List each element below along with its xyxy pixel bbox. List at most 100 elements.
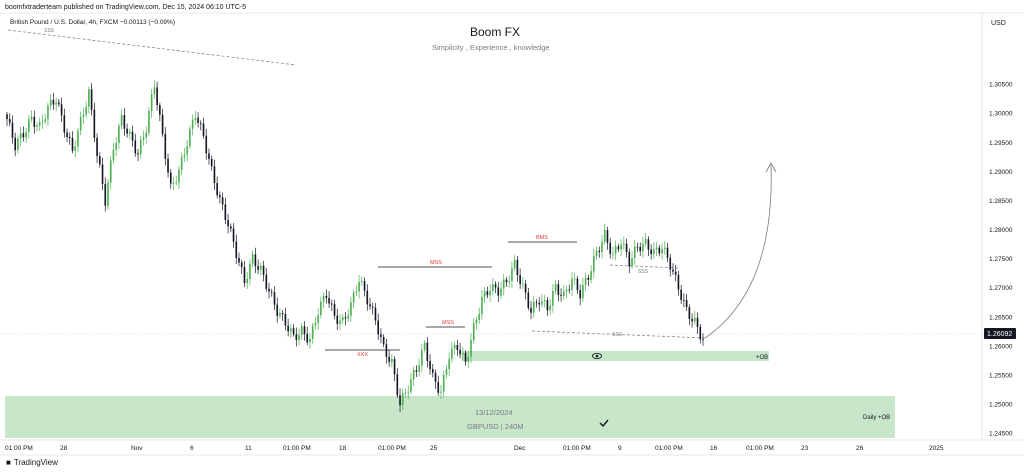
candle-body [625, 243, 628, 253]
candle-body [161, 114, 164, 134]
candle-body [167, 158, 169, 173]
candle-body [265, 274, 268, 289]
candle-body [268, 288, 270, 292]
time-tick-label: 01:00 PM [655, 445, 683, 452]
price-tick-label: 1.30500 [989, 82, 1013, 89]
price-tick-label: 1.26500 [989, 314, 1013, 321]
candle-body [502, 279, 505, 289]
candle-body [47, 105, 49, 120]
candle-body [633, 246, 636, 258]
publish-info: boomfxtraderteam published on TradingVie… [5, 4, 247, 11]
candle-body [519, 275, 521, 284]
price-tick-label: 1.27000 [989, 285, 1013, 292]
candle-body [17, 138, 19, 151]
candle-body [216, 183, 218, 196]
candle-body [440, 391, 442, 393]
candle-body [202, 123, 205, 136]
candle-body [562, 291, 565, 296]
candle-body [423, 342, 426, 350]
candle-body [429, 361, 431, 370]
daily-ob-zone[interactable] [5, 396, 895, 438]
currency-label[interactable]: USD [991, 20, 1006, 27]
instrument-legend[interactable]: British Pound / U.S. Dollar, 4h, FXCM −0… [10, 19, 175, 26]
candle-body [6, 114, 8, 119]
candle-body [598, 250, 601, 253]
candle-body [579, 290, 581, 299]
candle-body [552, 291, 554, 306]
candle-body [246, 278, 249, 284]
candle-body [582, 284, 584, 299]
candle-body [131, 131, 134, 141]
candle-body [683, 300, 685, 301]
candle-body [655, 247, 658, 250]
candle-body [590, 271, 592, 280]
candle-body [470, 340, 472, 357]
candle-body [522, 283, 524, 285]
candle-body [320, 301, 322, 316]
candle-body [314, 322, 317, 326]
candle-body [453, 344, 456, 349]
time-tick-label: 9 [618, 445, 622, 452]
candle-body [568, 289, 571, 291]
candle-body [210, 158, 213, 167]
candle-body [101, 164, 104, 184]
candle-body [328, 297, 330, 304]
candle-body [380, 334, 382, 337]
candle-body [396, 374, 399, 396]
candle-body [172, 183, 175, 184]
candle-body [240, 262, 243, 267]
candle-body [270, 291, 273, 293]
candle-body [68, 137, 71, 139]
candle-body [461, 352, 464, 355]
candle-body [254, 254, 257, 267]
bms-label: BMS [536, 235, 548, 241]
annotation-date: 13/12/2024 [475, 408, 513, 417]
brand[interactable]: ■ TradingView [6, 458, 58, 467]
candle-body [213, 166, 216, 184]
candle-body [410, 379, 412, 392]
candle-body [224, 204, 227, 221]
candle-body [355, 291, 358, 293]
candle-body [191, 119, 194, 129]
candle-body [672, 269, 674, 272]
candle-body [391, 359, 393, 363]
candle-body [66, 132, 68, 138]
candle-body [295, 334, 298, 340]
ob-zone[interactable] [462, 351, 769, 361]
candle-body [232, 228, 235, 242]
time-tick-label: 28 [60, 445, 68, 452]
candles [6, 80, 704, 413]
candle-body [661, 249, 663, 254]
liquidity-line-low [531, 330, 706, 339]
candle-body [366, 290, 369, 305]
time-tick-label: 01:00 PM [283, 445, 311, 452]
chart-subtitle: Simplicity , Experience , knowledge [432, 43, 550, 52]
candle-body [303, 326, 306, 334]
candle-body [164, 133, 167, 159]
candle-body [229, 226, 232, 229]
eye-icon[interactable] [592, 352, 602, 360]
candle-body [702, 339, 704, 341]
candle-body [445, 369, 448, 375]
time-tick-label: Nov [131, 445, 143, 452]
candle-body [333, 304, 336, 316]
candle-body [527, 292, 530, 308]
candle-body [358, 281, 360, 292]
daily-ob-label: Daily +OB [863, 415, 890, 421]
candle-body [153, 87, 156, 95]
candle-body [287, 325, 289, 332]
mss-label-low: MSS [442, 320, 454, 326]
candle-body [115, 143, 117, 150]
time-tick-label: 01:00 PM [563, 445, 591, 452]
candle-body [322, 295, 325, 302]
candle-body [688, 307, 691, 319]
candle-body [614, 246, 617, 254]
price-tick-label: 1.24500 [989, 431, 1013, 438]
candle-body [104, 183, 107, 206]
candle-body [535, 301, 538, 303]
candle-body [251, 254, 254, 264]
candle-body [623, 243, 625, 245]
candle-body [658, 247, 661, 254]
candle-body [139, 139, 142, 155]
